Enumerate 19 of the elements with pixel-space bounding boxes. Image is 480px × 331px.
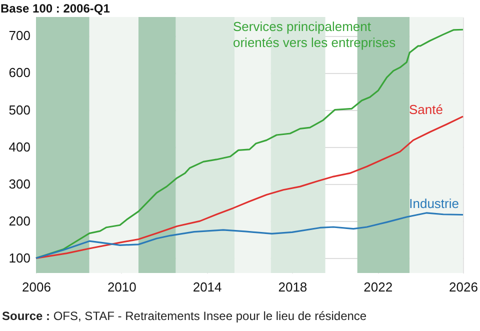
line-series [35,212,464,259]
x-tick-label: 2010 [107,280,136,294]
y-tick-label: 200 [8,214,30,229]
y-axis-title: Base 100 : 2006-Q1 [0,2,110,16]
x-tick-label: 2014 [192,280,222,294]
series-label: Santé [409,102,443,117]
y-tick-label: 600 [8,65,30,80]
series-label: Industrie [409,196,459,211]
x-tick-label: 2026 [449,280,478,294]
y-tick-label: 700 [8,28,30,44]
x-tick-label: 2006 [22,280,51,294]
y-tick-label: 500 [8,102,30,118]
line-series [35,116,464,259]
y-tick-label: 400 [8,139,30,154]
source-note: Source : OFS, STAF - Retraitements Insee pour le lieu de résidence [2,309,367,323]
x-tick-label: 2018 [278,280,308,294]
y-tick-label: 100 [8,250,30,266]
x-tick-label: 2022 [364,280,393,294]
y-tick-label: 300 [8,176,30,192]
